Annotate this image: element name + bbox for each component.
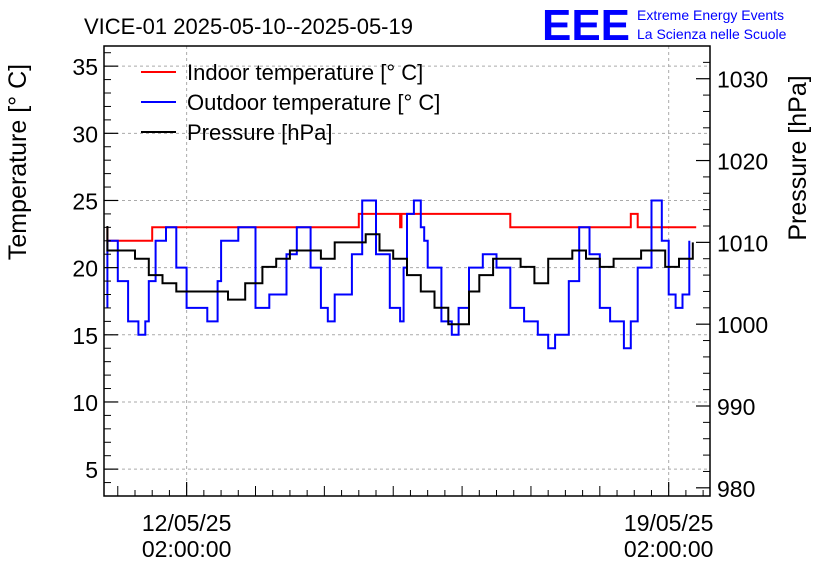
legend-label-indoor: Indoor temperature [° C]	[187, 60, 423, 85]
pressure-line	[106, 226, 694, 326]
x-tick-label-time: 02:00:00	[624, 536, 714, 562]
chart-title: VICE-01 2025-05-10--2025-05-19	[84, 14, 413, 39]
x-tick-label-date: 12/05/25	[142, 510, 232, 536]
legend-label-outdoor: Outdoor temperature [° C]	[187, 90, 440, 115]
x-tick-label-date: 19/05/25	[624, 510, 714, 536]
y-tick-label: 25	[72, 188, 98, 214]
y-tick-label: 15	[72, 323, 98, 349]
y2-tick-label: 990	[717, 394, 755, 420]
y2-tick-label: 980	[717, 476, 755, 502]
outdoor-temperature-line	[106, 199, 691, 350]
axis-ticks: 5 10 15 20 25 30 35 980 990 1000 1010 1020 1030 12/05…	[72, 45, 768, 562]
eee-logo: EEE Extreme Energy Events La Scienza nel…	[542, 1, 787, 50]
plot-frame	[103, 45, 711, 497]
y-tick-label: 30	[72, 121, 98, 147]
y2-axis-label: Pressure [hPa]	[784, 75, 812, 240]
indoor-temperature-line	[106, 212, 697, 242]
y2-tick-label: 1000	[717, 312, 768, 338]
logo-line1: Extreme Energy Events	[637, 7, 784, 23]
y-tick-label: 5	[85, 457, 98, 483]
y2-tick-label: 1010	[717, 230, 768, 256]
legend-label-pressure: Pressure [hPa]	[187, 120, 333, 145]
y-tick-label: 20	[72, 256, 98, 282]
y-tick-label: 10	[72, 390, 98, 416]
y-axis-label: Temperature [° C]	[4, 64, 32, 260]
y2-tick-label: 1030	[717, 67, 768, 93]
legend: Indoor temperature [° C] Outdoor tempera…	[141, 60, 440, 145]
logo-line2: La Scienza nelle Scuole	[637, 26, 787, 42]
y2-tick-label: 1020	[717, 149, 768, 175]
logo-mark: EEE	[542, 1, 630, 50]
y-tick-label: 35	[72, 54, 98, 80]
x-tick-label-time: 02:00:00	[142, 536, 232, 562]
series-layer	[106, 199, 697, 350]
